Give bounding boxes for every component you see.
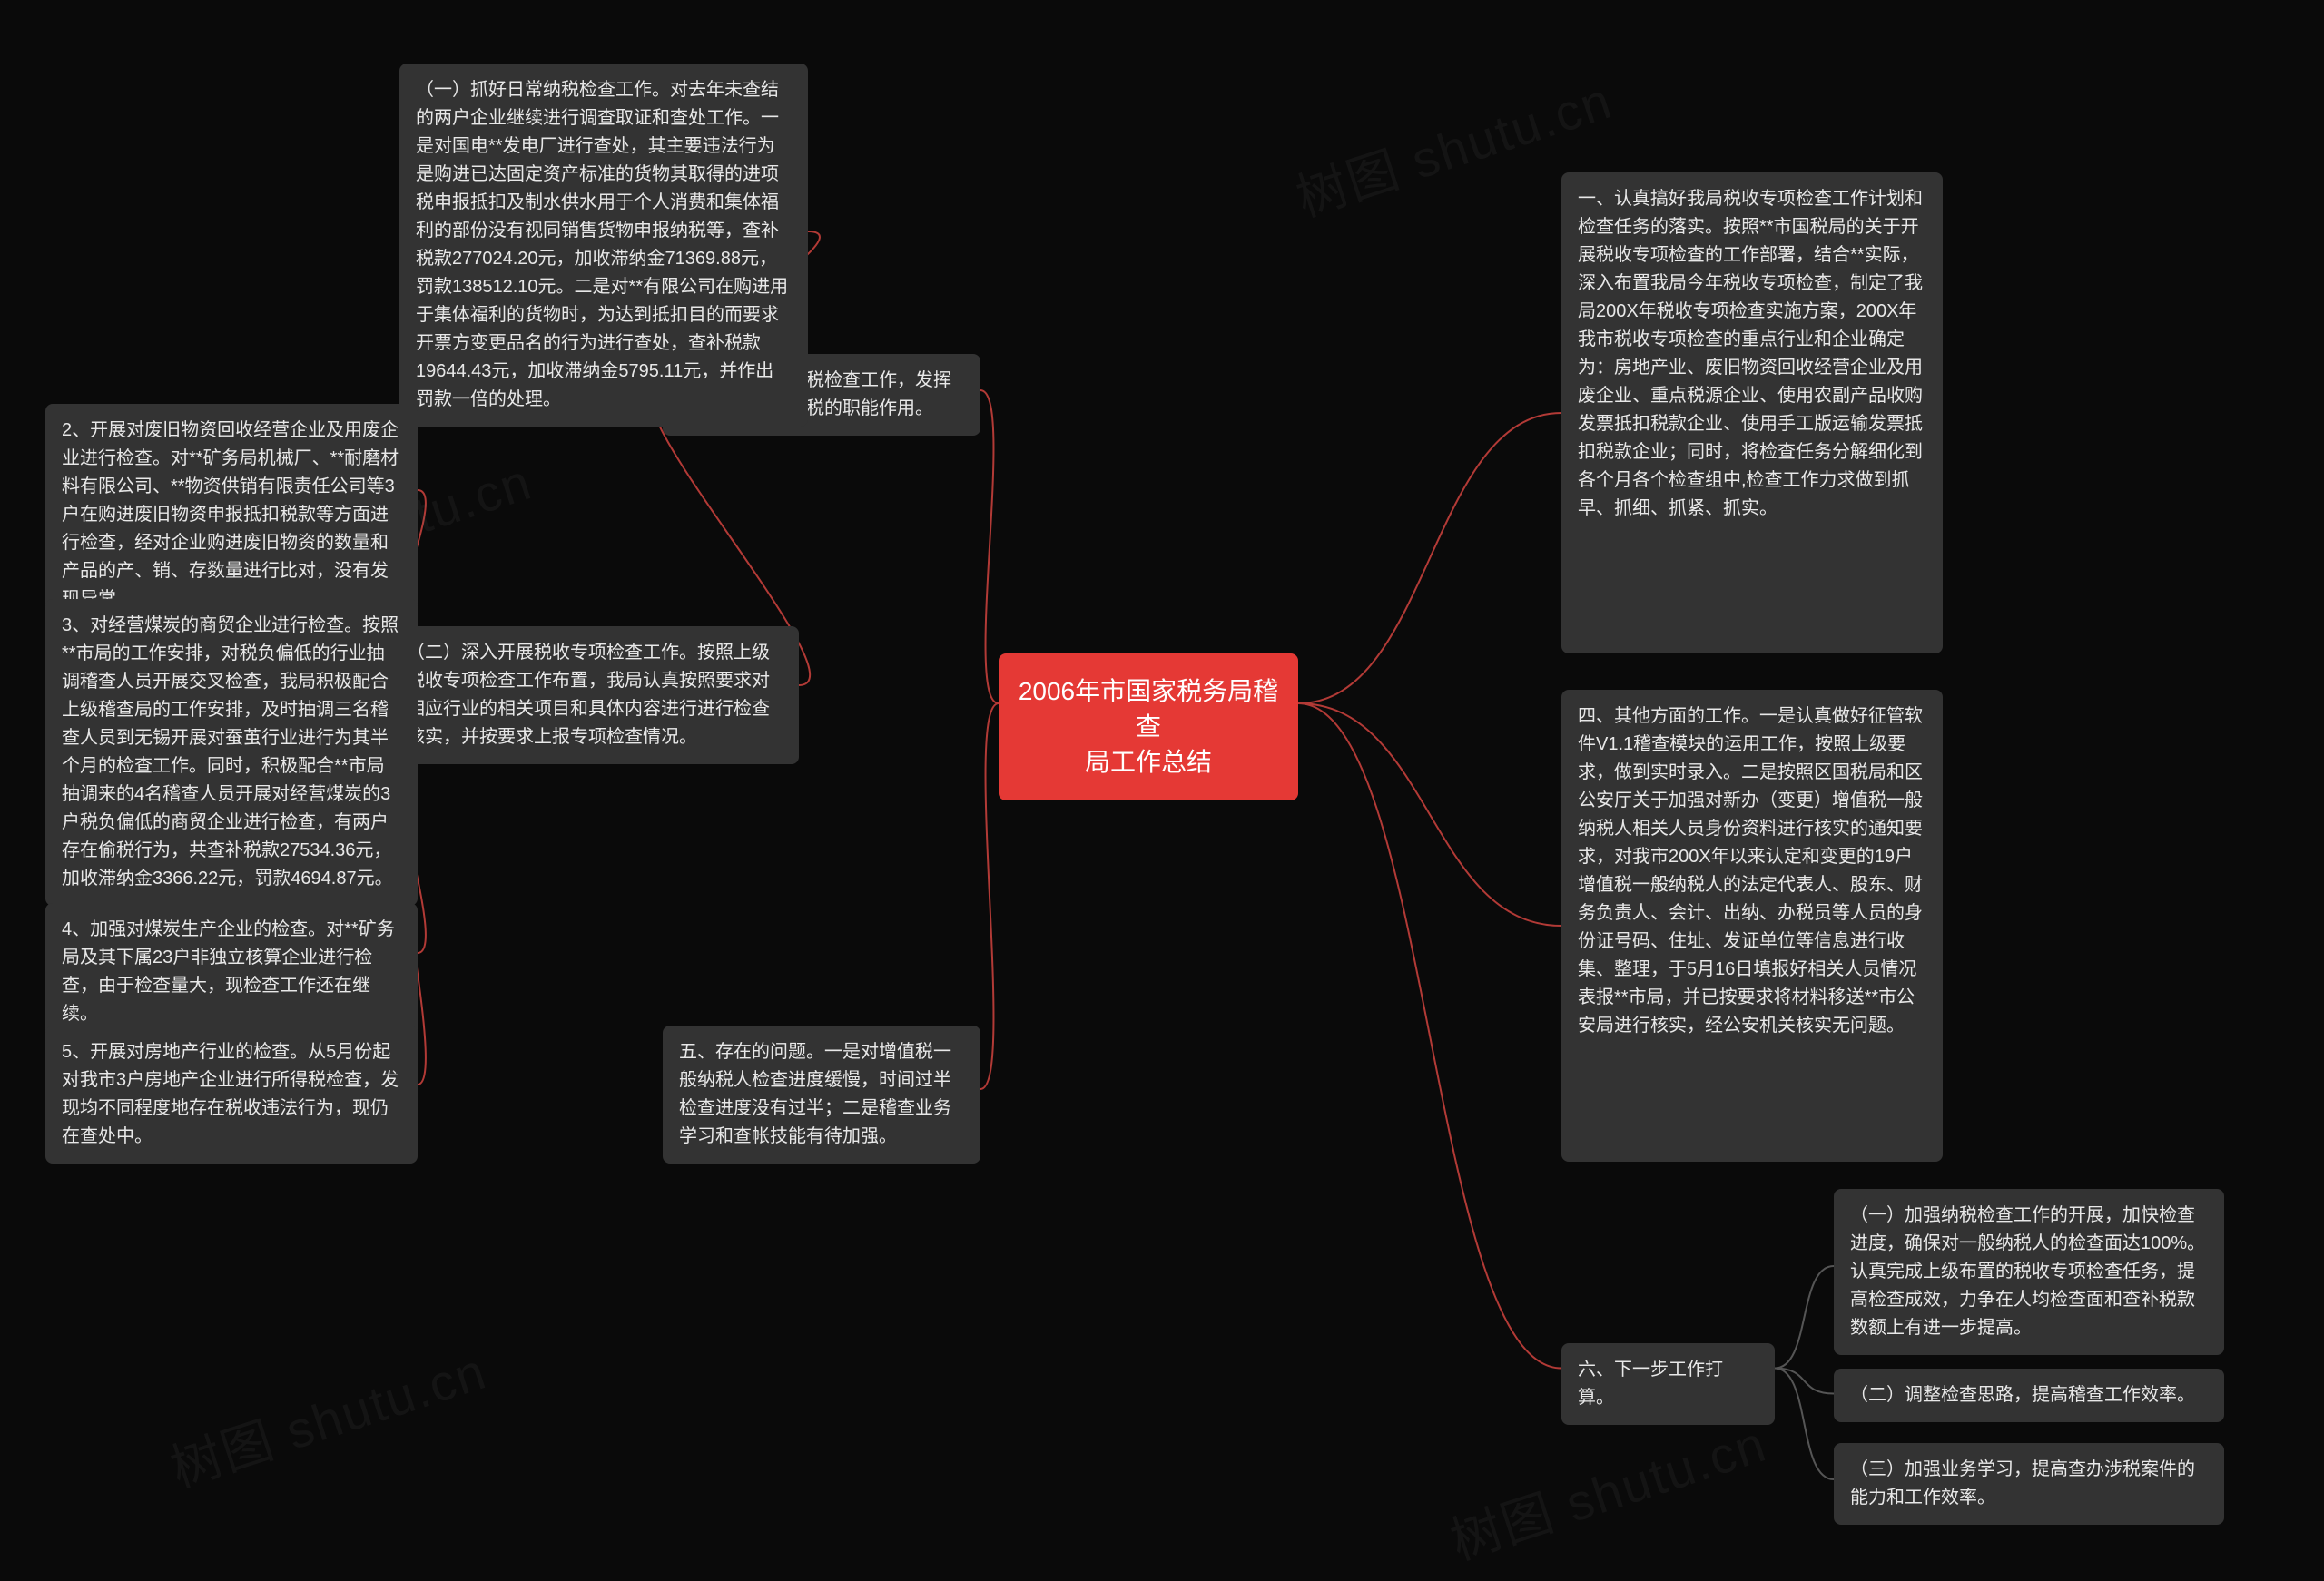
edge xyxy=(1298,703,1561,1369)
node-text: 3、对经营煤炭的商贸企业进行检查。按照**市局的工作安排，对税负偏低的行业抽调稽… xyxy=(62,615,399,889)
edge xyxy=(1775,1266,1834,1369)
edge xyxy=(1298,703,1561,926)
mindmap-node-b1[interactable]: 一、认真搞好我局税收专项检查工作计划和检查任务的落实。按照**市国税局的关于开展… xyxy=(1561,172,1943,653)
node-text: 2006年市国家税务局稽查 局工作总结 xyxy=(1019,677,1278,776)
node-text: 4、加强对煤炭生产企业的检查。对**矿务局及其下属23户非独立核算企业进行检查，… xyxy=(62,919,395,1024)
node-text: 四、其他方面的工作。一是认真做好征管软件V1.1稽查模块的运用工作，按照上级要求… xyxy=(1578,706,1923,1036)
edge xyxy=(1298,413,1561,703)
watermark: 树图 shutu.cn xyxy=(1440,1403,1775,1575)
edge xyxy=(1775,1369,1834,1480)
node-text: （三）加强业务学习，提高查办涉税案件的能力和工作效率。 xyxy=(1850,1459,2195,1507)
mindmap-node-b6_3[interactable]: （三）加强业务学习，提高查办涉税案件的能力和工作效率。 xyxy=(1834,1443,2224,1525)
mindmap-node-b2_1[interactable]: （一）抓好日常纳税检查工作。对去年未查结的两户企业继续进行调查取证和查处工作。一… xyxy=(399,64,808,427)
mindmap-node-b2_2[interactable]: （二）深入开展税收专项检查工作。按照上级税收专项检查工作布置，我局认真按照要求对… xyxy=(390,626,799,764)
node-text: 2、开展对废旧物资回收经营企业及用废企业进行检查。对**矿务局机械厂、**耐磨材… xyxy=(62,420,399,609)
edge xyxy=(980,703,999,1089)
node-text: 一、认真搞好我局税收专项检查工作计划和检查任务的落实。按照**市国税局的关于开展… xyxy=(1578,189,1923,518)
mindmap-node-b2_2_a[interactable]: 2、开展对废旧物资回收经营企业及用废企业进行检查。对**矿务局机械厂、**耐磨材… xyxy=(45,404,418,626)
mindmap-node-b5[interactable]: 五、存在的问题。一是对增值税一般纳税人检查进度缓慢，时间过半检查进度没有过半；二… xyxy=(663,1026,980,1164)
mindmap-node-b6[interactable]: 六、下一步工作打算。 xyxy=(1561,1343,1775,1425)
mindmap-node-b4[interactable]: 四、其他方面的工作。一是认真做好征管软件V1.1稽查模块的运用工作，按照上级要求… xyxy=(1561,690,1943,1162)
node-text: 5、开展对房地产行业的检查。从5月份起对我市3户房地产企业进行所得税检查，发现均… xyxy=(62,1042,399,1146)
edge xyxy=(980,390,999,703)
mindmap-node-b2_2_d[interactable]: 5、开展对房地产行业的检查。从5月份起对我市3户房地产企业进行所得税检查，发现均… xyxy=(45,1026,418,1164)
node-text: （一）加强纳税检查工作的开展，加快检查进度，确保对一般纳税人的检查面达100%。… xyxy=(1850,1205,2205,1338)
watermark: 树图 shutu.cn xyxy=(160,1331,495,1502)
node-text: （二）调整检查思路，提高稽查工作效率。 xyxy=(1850,1385,2195,1405)
mindmap-node-b6_2[interactable]: （二）调整检查思路，提高稽查工作效率。 xyxy=(1834,1369,2224,1422)
mindmap-node-b2_2_b[interactable]: 3、对经营煤炭的商贸企业进行检查。按照**市局的工作安排，对税负偏低的行业抽调稽… xyxy=(45,599,418,906)
mindmap-node-b2_2_c[interactable]: 4、加强对煤炭生产企业的检查。对**矿务局及其下属23户非独立核算企业进行检查，… xyxy=(45,903,418,1041)
mindmap-node-b6_1[interactable]: （一）加强纳税检查工作的开展，加快检查进度，确保对一般纳税人的检查面达100%。… xyxy=(1834,1189,2224,1355)
edge xyxy=(1775,1369,1834,1394)
node-text: （一）抓好日常纳税检查工作。对去年未查结的两户企业继续进行调查取证和查处工作。一… xyxy=(416,80,788,409)
mindmap-node-root[interactable]: 2006年市国家税务局稽查 局工作总结 xyxy=(999,653,1298,800)
node-text: （二）深入开展税收专项检查工作。按照上级税收专项检查工作布置，我局认真按照要求对… xyxy=(407,643,770,747)
node-text: 六、下一步工作打算。 xyxy=(1578,1360,1723,1408)
mindmap-stage: 树图 shutu.cn树图 shutu.cn树图 shutu.cn树图 shut… xyxy=(0,0,2324,1581)
node-text: 五、存在的问题。一是对增值税一般纳税人检查进度缓慢，时间过半检查进度没有过半；二… xyxy=(679,1042,951,1146)
